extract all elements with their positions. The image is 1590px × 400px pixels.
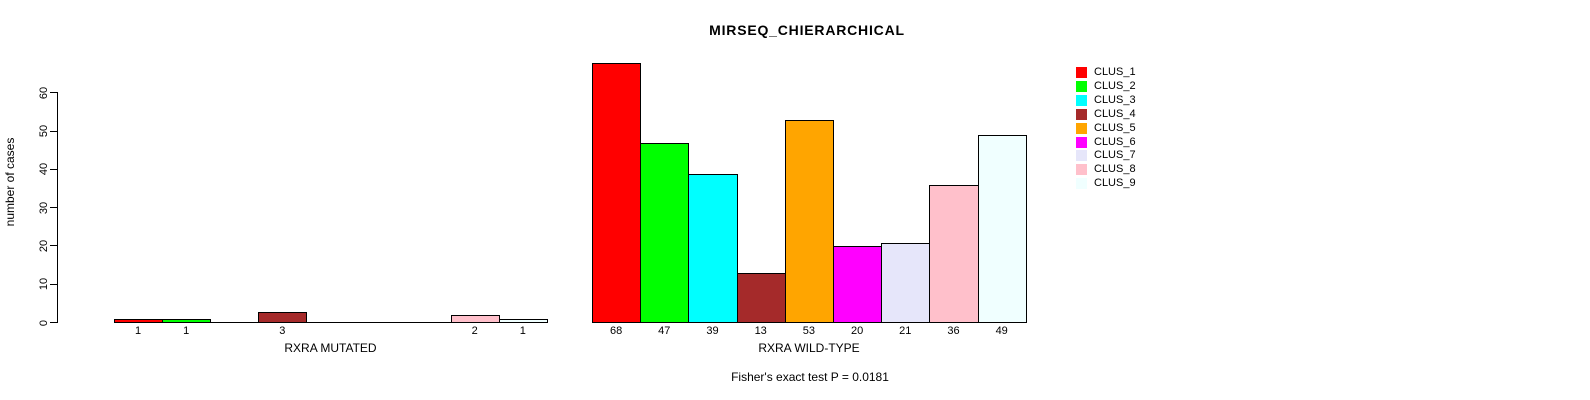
bar-rxra-mutated-clus-1 xyxy=(114,319,164,323)
y-axis-tick xyxy=(50,130,57,132)
legend-item: CLUS_3 xyxy=(1076,94,1166,108)
legend-swatch-clus-1 xyxy=(1076,67,1087,78)
bar-value-label: 53 xyxy=(802,325,816,337)
bar-rxra-wild-type-clus-2 xyxy=(640,142,690,323)
legend-item: CLUS_7 xyxy=(1076,149,1166,163)
legend-item: CLUS_2 xyxy=(1076,80,1166,94)
legend-swatch-clus-7 xyxy=(1076,150,1087,162)
bar-rxra-wild-type-clus-4 xyxy=(736,273,786,323)
y-axis-tick xyxy=(50,322,57,323)
bar-rxra-mutated-clus-8 xyxy=(450,315,500,323)
y-axis-tick xyxy=(50,207,57,209)
y-axis-tick xyxy=(50,283,57,285)
y-axis-tick xyxy=(50,245,57,247)
bar-value-label: 1 xyxy=(519,325,526,337)
y-axis-tick-label: 10 xyxy=(38,278,50,291)
bar-value-label: 39 xyxy=(706,325,719,337)
x-axis-group-label-mutated: RXRA MUTATED xyxy=(284,341,377,355)
y-axis-tick-label: 50 xyxy=(38,124,50,138)
legend-label: CLUS_1 xyxy=(1094,66,1136,78)
legend-swatch-clus-2 xyxy=(1076,80,1087,92)
bar-rxra-wild-type-clus-3 xyxy=(688,173,738,323)
legend-item: CLUS_9 xyxy=(1076,177,1166,191)
legend-item: CLUS_5 xyxy=(1076,122,1166,136)
y-axis-label: number of cases xyxy=(3,137,17,227)
legend-label: CLUS_8 xyxy=(1094,163,1136,176)
bar-rxra-wild-type-clus-1 xyxy=(592,62,642,323)
y-axis-tick-label: 40 xyxy=(38,163,50,176)
legend-item: CLUS_1 xyxy=(1076,66,1166,80)
x-axis-baseline-rxra-mutated xyxy=(114,322,548,323)
chart-title: MIRSEQ_CHIERARCHICAL xyxy=(709,22,905,38)
legend-swatch-clus-4 xyxy=(1076,108,1087,120)
bar-rxra-wild-type-clus-5 xyxy=(784,120,834,323)
bar-value-label: 3 xyxy=(279,325,286,337)
bar-rxra-wild-type-clus-8 xyxy=(929,185,979,323)
bar-value-label: 1 xyxy=(134,325,142,337)
y-axis-tick-label: 0 xyxy=(38,319,50,326)
legend-item: CLUS_4 xyxy=(1076,108,1166,122)
y-axis-tick xyxy=(50,92,57,94)
y-axis-tick-label: 60 xyxy=(38,86,50,99)
legend-label: CLUS_9 xyxy=(1094,177,1136,190)
legend-swatch-clus-9 xyxy=(1076,178,1087,190)
y-axis-tick-label: 30 xyxy=(38,201,50,214)
legend-label: CLUS_4 xyxy=(1094,107,1136,120)
legend-swatch-clus-3 xyxy=(1076,94,1087,106)
legend-swatch-clus-5 xyxy=(1076,122,1087,134)
bar-value-label: 20 xyxy=(850,325,864,337)
bar-rxra-wild-type-clus-6 xyxy=(833,246,883,323)
fisher-test-annotation: Fisher's exact test P = 0.0181 xyxy=(731,370,889,384)
legend-item: CLUS_8 xyxy=(1076,163,1166,177)
bar-value-label: 49 xyxy=(995,325,1008,337)
bar-value-label: 21 xyxy=(899,325,912,337)
bar-rxra-mutated-clus-4 xyxy=(258,311,308,323)
y-axis-tick xyxy=(50,168,57,170)
legend-swatch-clus-8 xyxy=(1076,164,1087,176)
bar-value-label: 1 xyxy=(183,325,190,337)
legend-label: CLUS_3 xyxy=(1094,93,1136,106)
bar-value-label: 68 xyxy=(609,325,623,337)
bar-value-label: 47 xyxy=(658,325,671,337)
legend-label: CLUS_6 xyxy=(1094,135,1136,148)
bar-value-label: 13 xyxy=(754,325,767,337)
legend-label: CLUS_2 xyxy=(1094,79,1136,92)
bar-rxra-mutated-clus-9 xyxy=(498,319,548,323)
legend-item: CLUS_6 xyxy=(1076,136,1166,150)
bar-value-label: 36 xyxy=(947,325,960,337)
y-axis-line xyxy=(57,92,58,323)
bar-value-label: 2 xyxy=(471,325,478,337)
legend-label: CLUS_5 xyxy=(1094,121,1136,134)
legend-swatch-clus-6 xyxy=(1076,136,1087,148)
bar-rxra-wild-type-clus-9 xyxy=(977,135,1027,323)
x-axis-group-label-wild-type: RXRA WILD-TYPE xyxy=(758,341,860,355)
legend-label: CLUS_7 xyxy=(1094,149,1136,162)
y-axis-tick-label: 20 xyxy=(38,239,50,253)
bar-rxra-mutated-clus-2 xyxy=(162,319,212,323)
bar-rxra-wild-type-clus-7 xyxy=(881,242,931,323)
